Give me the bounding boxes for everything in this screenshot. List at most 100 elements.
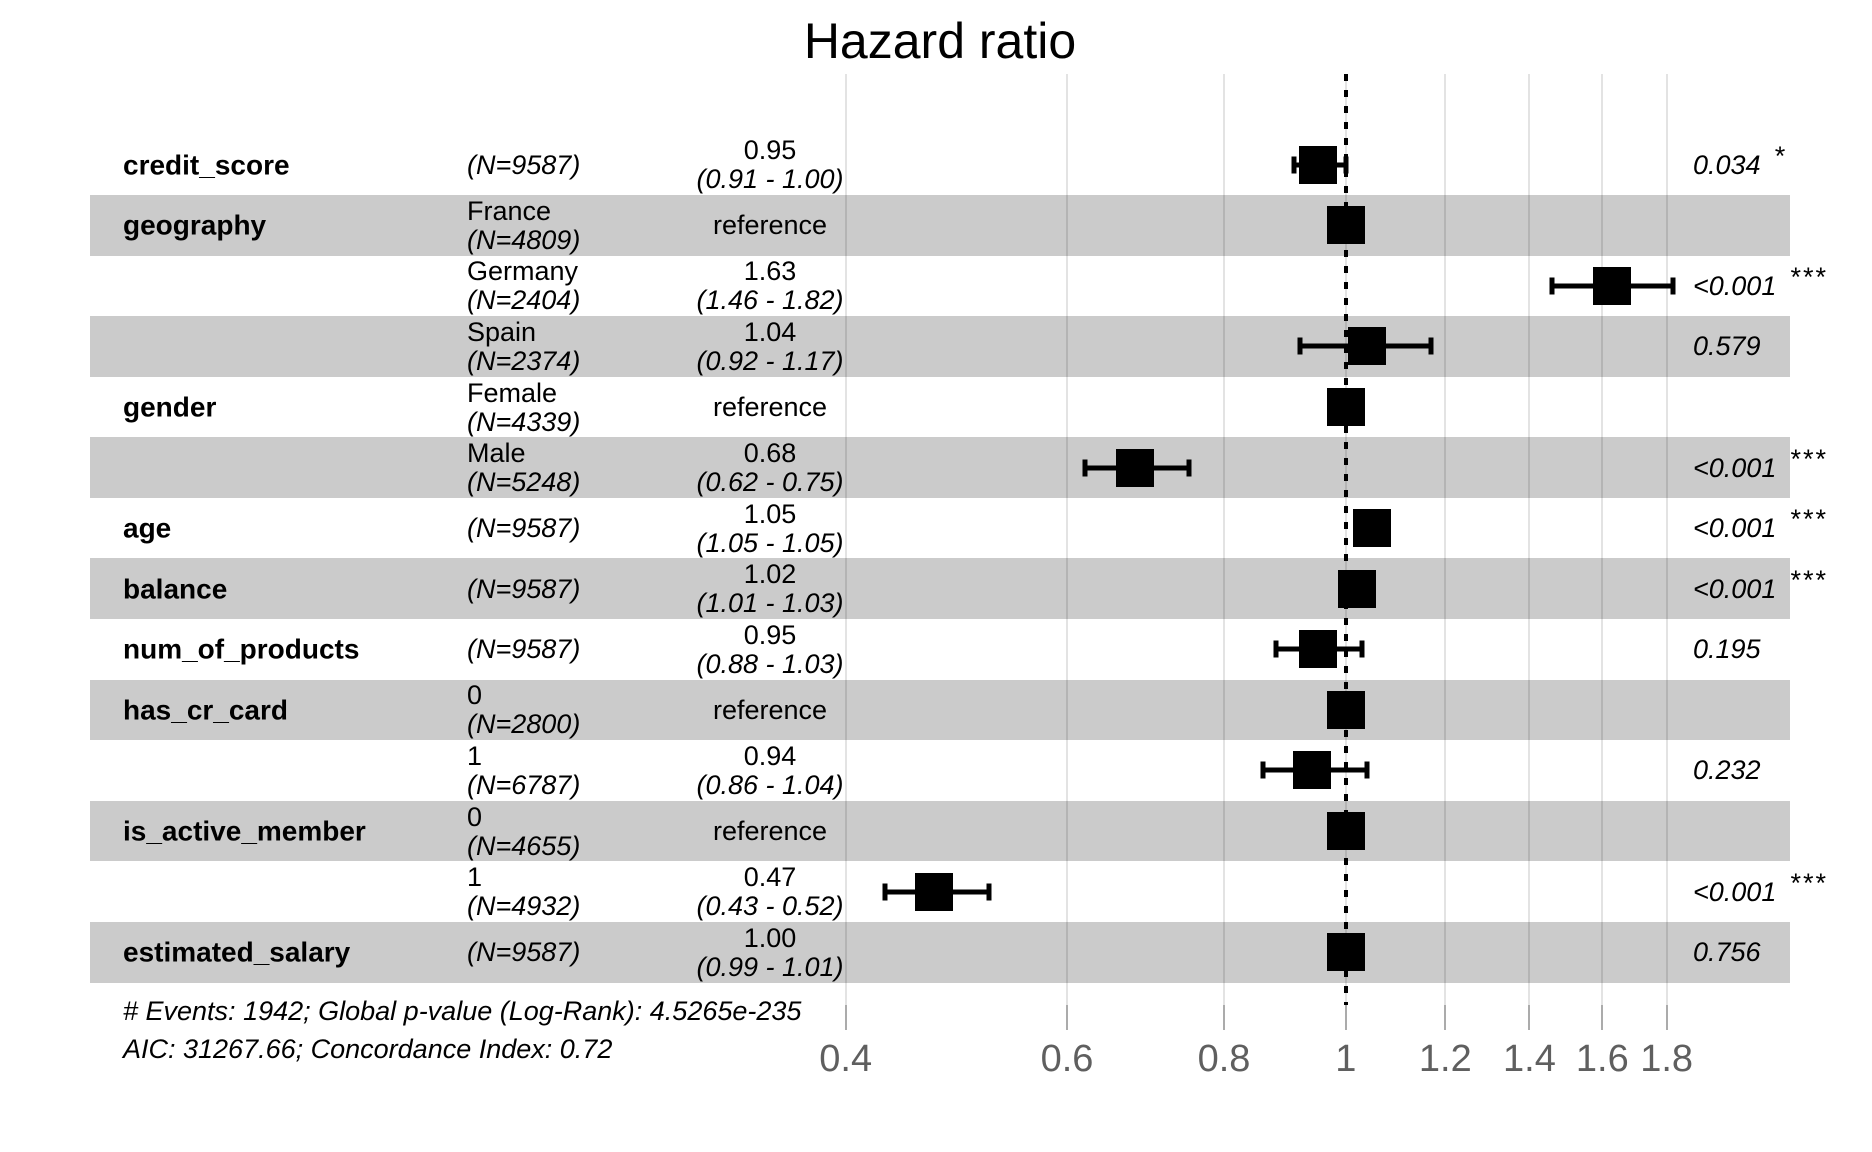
row-ci-label: (0.91 - 1.00) [696,164,844,195]
estimate-marker [1593,266,1632,305]
ci-cap-low [882,883,888,901]
x-tick [1344,1005,1347,1030]
row-estimate-label: reference [712,210,828,241]
ci-cap-high [1186,459,1192,477]
x-tick-label: 1.6 [1575,1038,1629,1080]
row-n-label: (N=9587) [467,634,581,665]
row-estimate-label: 0.95 [743,135,797,166]
x-tick [1665,1005,1668,1030]
ci-cap-low [1082,459,1088,477]
row-level-label: France [467,195,552,226]
ci-cap-high [1428,337,1434,355]
row-n-label: (N=4655) [467,830,581,861]
row-level-label: 1 [467,861,483,892]
row-p-value: 0.232 [1693,755,1761,786]
reference-line [1343,74,1348,1005]
row-variable-label: balance [123,573,228,605]
row-level-label: 0 [467,801,483,832]
x-gridline [1528,74,1531,1005]
row-variable-label: age [123,512,172,544]
row-ci-label: (0.86 - 1.04) [696,769,844,800]
x-gridline [1665,74,1668,1005]
ci-cap-low [1549,277,1555,295]
x-tick [1601,1005,1604,1030]
row-p-value: <0.001 *** [1693,867,1827,907]
row-estimate-label: reference [712,815,828,846]
estimate-marker [1337,569,1376,608]
row-variable-label: is_active_member [123,815,366,847]
row-stripe [90,194,1790,256]
row-stripe [90,316,1790,377]
row-level-label: 1 [467,740,483,771]
estimate-marker [1353,509,1392,548]
row-level-label: Germany [467,256,579,287]
ci-cap-high [1670,277,1676,295]
ci-cap-high [986,883,992,901]
x-gridline [844,74,847,1005]
estimate-marker [1298,145,1337,184]
ci-cap-low [1273,640,1279,658]
significance-stars: * [1773,140,1787,171]
x-tick-label: 1 [1335,1038,1357,1080]
x-tick [1444,1005,1447,1030]
reference-marker [1326,206,1365,245]
x-tick-label: 0.6 [1040,1038,1094,1080]
x-tick [1065,1005,1068,1030]
row-n-label: (N=9587) [467,937,581,968]
row-p-value: <0.001 *** [1693,503,1827,543]
row-variable-label: num_of_products [123,633,360,665]
row-estimate-label: 1.63 [743,256,797,287]
row-level-label: Spain [467,316,537,347]
footnote-aic-concordance: AIC: 31267.66; Concordance Index: 0.72 [123,1034,613,1064]
row-n-label: (N=4932) [467,890,581,921]
significance-stars: *** [1789,867,1827,898]
reference-marker [1326,812,1365,851]
row-level-label: 0 [467,680,483,711]
row-variable-label: has_cr_card [123,694,289,726]
row-n-label: (N=4339) [467,406,581,437]
row-n-label: (N=2374) [467,345,581,376]
estimate-marker [1298,630,1337,669]
row-ci-label: (1.46 - 1.82) [696,285,844,316]
row-ci-label: (0.92 - 1.17) [696,345,844,376]
ci-cap-low [1297,337,1303,355]
row-ci-label: (0.62 - 0.75) [696,466,844,497]
significance-stars: *** [1789,261,1827,292]
row-stripe [90,558,1790,620]
x-gridline [1223,74,1225,1005]
row-level-label: Female [467,377,558,408]
row-p-value: 0.034 * [1693,140,1787,180]
footnote-events-pvalue: # Events: 1942; Global p-value (Log-Rank… [123,996,802,1026]
row-variable-label: estimated_salary [123,936,351,968]
row-estimate-label: 0.68 [743,437,797,468]
row-n-label: (N=2404) [467,285,581,316]
ci-cap-high [1343,156,1349,174]
row-p-value: 0.195 [1693,634,1761,665]
row-estimate-label: 1.00 [743,922,797,953]
x-tick [1528,1005,1531,1030]
row-estimate-label: reference [712,694,828,725]
x-tick [844,1005,847,1030]
x-tick-label: 1.4 [1503,1038,1556,1080]
row-stripe [90,437,1790,498]
ci-cap-high [1364,761,1370,779]
x-gridline [1601,74,1604,1005]
estimate-marker [1116,448,1155,487]
chart-title: Hazard ratio [803,13,1077,69]
reference-marker [1326,388,1365,426]
row-p-value: <0.001 *** [1693,261,1827,301]
row-level-label: Male [467,437,526,468]
ci-cap-low [1260,761,1266,779]
x-tick-label: 0.8 [1197,1038,1251,1080]
row-n-label: (N=6787) [467,769,581,800]
row-p-value: 0.756 [1693,937,1761,968]
significance-stars: *** [1789,443,1827,474]
estimate-marker [1293,751,1332,790]
x-tick-label: 1.2 [1418,1038,1472,1080]
row-p-value: 0.579 [1693,331,1761,362]
row-n-label: (N=9587) [467,573,581,604]
row-estimate-label: 1.05 [743,498,797,529]
row-variable-label: gender [123,391,217,423]
significance-stars: *** [1789,503,1827,534]
